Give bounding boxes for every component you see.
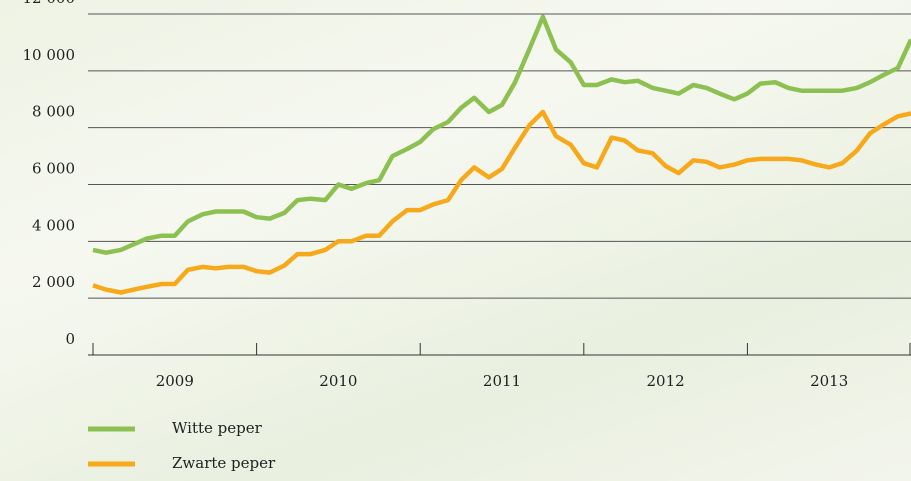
x-tick-label: 2009 bbox=[156, 372, 194, 390]
y-tick-label: 12 000 bbox=[23, 0, 76, 7]
legend-label: Witte peper bbox=[172, 419, 263, 437]
line-series bbox=[92, 14, 911, 255]
x-tick-label: 2013 bbox=[810, 372, 848, 390]
y-tick-label: 8 000 bbox=[32, 103, 75, 121]
y-tick-label: 6 000 bbox=[32, 160, 75, 178]
y-tick-label: 4 000 bbox=[32, 216, 75, 234]
x-tick-label: 2010 bbox=[319, 372, 357, 390]
line-series bbox=[92, 109, 911, 295]
y-tick-label: 0 bbox=[65, 330, 75, 348]
y-tick-label: 10 000 bbox=[23, 46, 76, 64]
x-tick-label: 2011 bbox=[483, 372, 521, 390]
legend-label: Zwarte peper bbox=[172, 454, 276, 472]
x-tick-label: 2012 bbox=[647, 372, 685, 390]
y-tick-label: 2 000 bbox=[32, 273, 75, 291]
